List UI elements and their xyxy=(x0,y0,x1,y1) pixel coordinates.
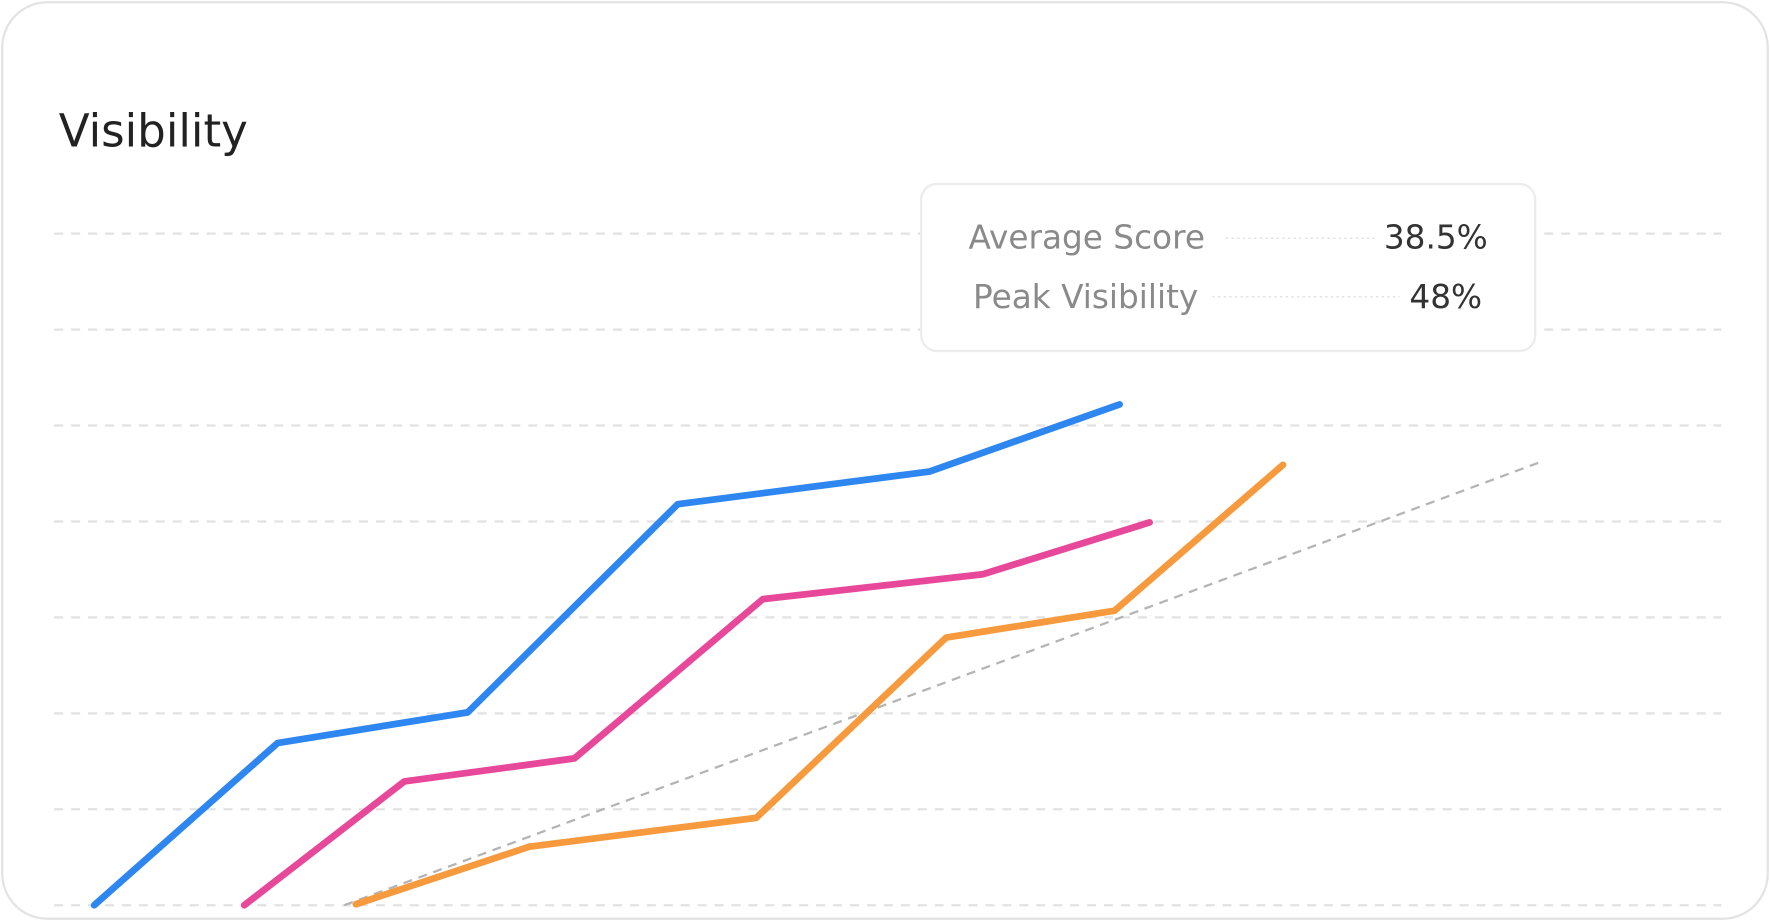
stats-box: Average Score 38.5% Peak Visibility 48% xyxy=(919,182,1537,353)
card-title: Visibility xyxy=(59,105,248,158)
stat-value: 48% xyxy=(1409,278,1482,316)
plot xyxy=(90,401,1539,909)
series-line xyxy=(352,461,1287,908)
trend-line xyxy=(343,461,1539,907)
stat-label: Average Score xyxy=(969,218,1205,256)
grid xyxy=(54,232,1722,907)
series-line xyxy=(240,519,1153,909)
stats-panel xyxy=(919,182,1537,353)
stat-label: Peak Visibility xyxy=(973,278,1198,316)
stat-value: 38.5% xyxy=(1384,218,1488,256)
series-line xyxy=(90,401,1123,909)
